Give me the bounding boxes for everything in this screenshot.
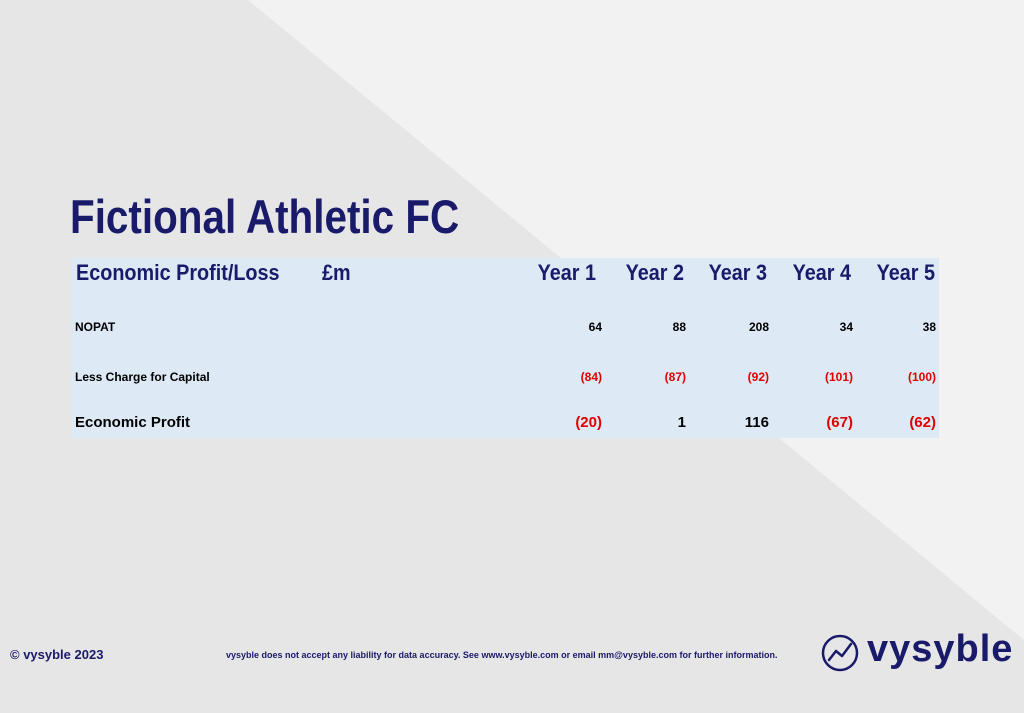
header-year-1: Year 1 (537, 260, 596, 285)
table-cell: 34 (839, 320, 853, 334)
header-label: Economic Profit/Loss (76, 260, 280, 285)
table-cell: 64 (588, 320, 602, 334)
chart-circle-icon (821, 634, 859, 672)
table-cell: (101) (824, 370, 853, 384)
copyright-text: © vysyble 2023 (10, 647, 104, 662)
table-cell: 38 (922, 320, 936, 334)
table-cell: (67) (826, 414, 853, 431)
table-cell: 88 (672, 320, 686, 334)
row-label: NOPAT (75, 320, 116, 334)
logo-wordmark: vysyble (867, 628, 1014, 670)
table-cell: (100) (907, 370, 936, 384)
table-header: Economic Profit/Loss £m Year 1 Year 2 Ye… (72, 260, 939, 294)
disclaimer-text: vysyble does not accept any liability fo… (226, 650, 778, 660)
table-cell: (92) (747, 370, 769, 384)
page-title: Fictional Athletic FC (70, 190, 460, 243)
row-label: Economic Profit (75, 414, 191, 431)
row-label: Less Charge for Capital (75, 370, 210, 384)
economic-profit-table: Economic Profit/Loss £m Year 1 Year 2 Ye… (72, 258, 939, 438)
table-cell: 116 (744, 414, 769, 431)
header-year-5: Year 5 (876, 260, 935, 285)
header-year-3: Year 3 (708, 260, 767, 285)
header-year-4: Year 4 (792, 260, 851, 285)
table-cell: 1 (677, 414, 686, 431)
header-unit: £m (322, 260, 351, 285)
header-year-2: Year 2 (625, 260, 684, 285)
table-cell: (20) (575, 414, 602, 431)
table-cell: (84) (580, 370, 602, 384)
table-cell: (62) (909, 414, 936, 431)
table-cell: (87) (664, 370, 686, 384)
table-cell: 208 (748, 320, 769, 334)
